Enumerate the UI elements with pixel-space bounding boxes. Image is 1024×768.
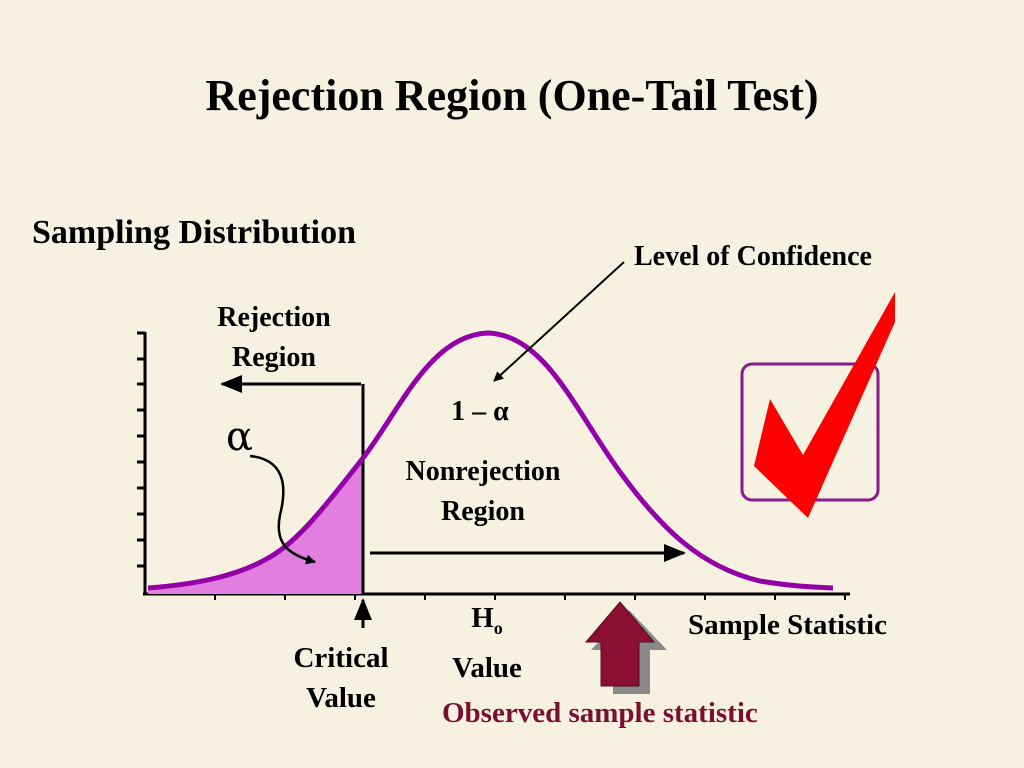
nonrejection-region-line-1: Nonrejection [405,456,561,487]
h0-value-word: Value [452,651,522,684]
checkmark-icon [754,292,895,518]
h0-symbol: Ho [432,598,542,648]
subtitle-sampling-distribution: Sampling Distribution [32,214,357,251]
rejection-region-line-1: Rejection [217,302,331,333]
rejection-region-area [148,458,363,594]
y-axis-ticks [137,331,145,568]
h0-value-label: Ho Value [432,598,542,688]
rejection-region-line-2: Region [232,342,316,373]
critical-value-label: Critical Value [278,638,404,718]
sampling-distribution-curve [147,330,834,591]
one-minus-alpha-label: 1 – α [451,396,509,427]
alpha-symbol: α [226,414,254,460]
level-of-confidence-label: Level of Confidence [634,241,872,272]
sample-statistic-label: Sample Statistic [688,609,887,641]
observed-statistic-up-arrow-icon [584,601,667,694]
x-axis-ticks [214,594,846,600]
level-of-confidence-pointer [493,261,625,382]
h0-letter: H [471,602,494,634]
h0-subscript: o [493,617,503,638]
page-title: Rejection Region (One-Tail Test) [205,71,819,120]
nonrejection-region-label: Nonrejection Region [378,452,588,532]
critical-value-line-2: Value [306,682,376,714]
observed-sample-statistic-label: Observed sample statistic [442,697,758,729]
alpha-pointer-arrow [249,454,316,565]
rejection-region-label: Rejection Region [194,298,354,378]
critical-value-line-1: Critical [293,642,389,674]
nonrejection-region-line-2: Region [441,496,525,527]
